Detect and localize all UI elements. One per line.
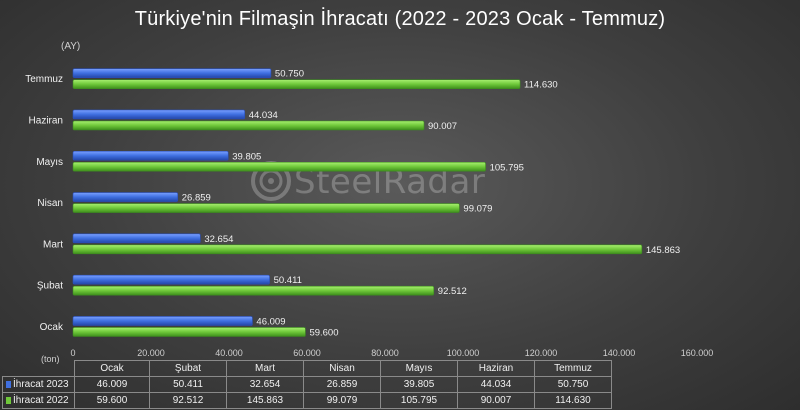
data-label: 39.805 [232, 151, 261, 162]
data-label: 50.750 [275, 69, 304, 80]
bar-2022 [72, 161, 486, 172]
legend-entry-2023: İhracat 2023 [2, 376, 75, 393]
data-label: 92.512 [438, 286, 467, 297]
table-cell: 26.859 [303, 376, 381, 393]
data-label: 46.009 [256, 316, 285, 327]
category-label: Mart [43, 239, 63, 250]
table-cell: 39.805 [380, 376, 458, 393]
table-corner [2, 360, 75, 377]
bar-2023 [72, 233, 201, 244]
x-tick-label: 20.000 [137, 348, 165, 358]
legend-swatch-2022 [6, 396, 11, 404]
x-tick-label: 0 [70, 348, 75, 358]
table-header-cell: Haziran [457, 360, 535, 377]
x-tick-label: 160.000 [681, 348, 714, 358]
table-header-cell: Ocak [74, 360, 150, 377]
bar-2023 [72, 192, 179, 202]
y-axis-label: (AY) [61, 41, 81, 52]
data-label: 26.859 [182, 193, 211, 204]
table-header-cell: Nisan [303, 360, 381, 377]
x-tick-label: 100.000 [447, 348, 480, 358]
data-label: 50.411 [274, 275, 302, 286]
category-label: Ocak [40, 322, 64, 333]
bar-2023 [72, 274, 270, 285]
table-row-2023: İhracat 2023 46.009 50.411 32.654 26.859… [2, 376, 612, 393]
table-cell: 50.411 [149, 376, 227, 393]
data-label: 99.079 [463, 204, 492, 215]
bar-2022 [72, 285, 435, 296]
x-tick-label: 80.000 [371, 348, 399, 358]
table-cell: 105.795 [380, 392, 458, 409]
chart-title: Türkiye'nin Filmaşin İhracatı (2022 - 20… [134, 8, 666, 30]
table-cell: 59.600 [74, 392, 150, 409]
data-label: 145.863 [646, 245, 680, 256]
x-axis-unit-label: (ton) [41, 354, 60, 364]
data-label: 44.034 [249, 110, 278, 121]
category-label: Mayıs [36, 157, 63, 168]
table-cell: 92.512 [149, 392, 227, 409]
x-tick-label: 40.000 [215, 348, 243, 358]
legend-label-2023: İhracat 2023 [13, 379, 69, 390]
table-header-cell: Mayıs [380, 360, 458, 377]
table-row-2022: İhracat 2022 59.600 92.512 145.863 99.07… [2, 392, 612, 409]
bar-2023 [72, 150, 229, 161]
category-label: Haziran [29, 115, 63, 126]
table-cell: 32.654 [226, 376, 304, 393]
table-header-cell: Şubat [149, 360, 227, 377]
x-tick-label: 120.000 [525, 348, 558, 358]
table-cell: 44.034 [457, 376, 535, 393]
table-header-cell: Mart [226, 360, 304, 377]
table-cell: 99.079 [303, 392, 381, 409]
table-cell: 50.750 [534, 376, 612, 393]
x-tick-label: 140.000 [603, 348, 636, 358]
bar-2022 [72, 327, 306, 337]
data-label: 90.007 [428, 121, 457, 132]
bar-2023 [72, 109, 246, 120]
category-label: Temmuz [25, 74, 63, 85]
legend-swatch-2023 [6, 380, 11, 388]
data-label: 114.630 [524, 80, 558, 91]
category-label: Şubat [37, 281, 63, 292]
data-label: 32.654 [204, 234, 233, 245]
x-tick-label: 60.000 [293, 348, 321, 358]
table-header-row: Ocak Şubat Mart Nisan Mayıs Haziran Temm… [2, 360, 612, 377]
category-label: Nisan [37, 198, 63, 209]
bar-2022 [72, 120, 425, 131]
bar-2022 [72, 79, 521, 89]
table-cell: 90.007 [457, 392, 535, 409]
data-table: Ocak Şubat Mart Nisan Mayıs Haziran Temm… [2, 360, 612, 409]
legend-entry-2022: İhracat 2022 [2, 392, 75, 409]
table-header-cell: Temmuz [534, 360, 612, 377]
table-cell: 145.863 [226, 392, 304, 409]
bar-2022 [72, 203, 460, 213]
table-cell: 46.009 [74, 376, 150, 393]
bar-2023 [72, 68, 272, 78]
data-label: 105.795 [490, 162, 524, 173]
bar-2023 [72, 316, 253, 326]
legend-label-2022: İhracat 2022 [13, 395, 69, 406]
data-label: 59.600 [309, 327, 338, 338]
table-cell: 114.630 [534, 392, 612, 409]
bar-2022 [72, 244, 643, 255]
